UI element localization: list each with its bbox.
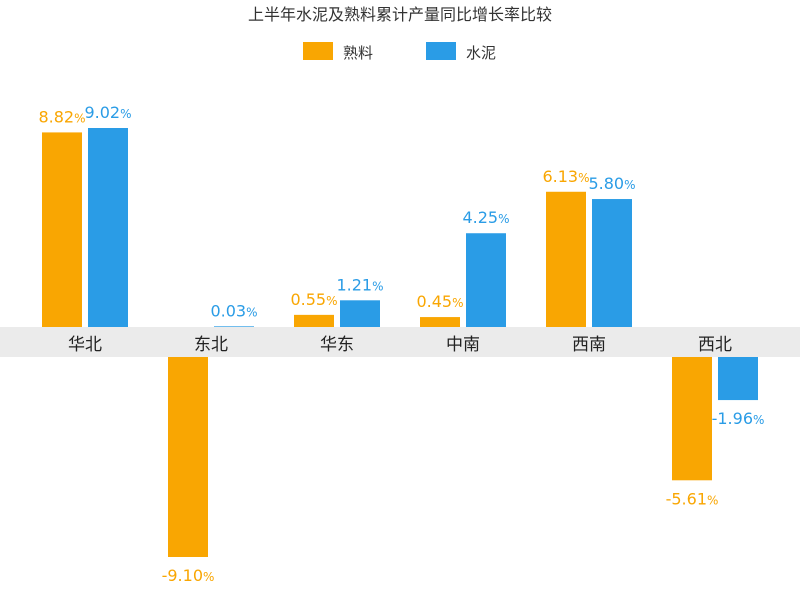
bar [88, 128, 128, 327]
bar [466, 233, 506, 327]
data-label: 9.02% [84, 103, 131, 122]
category-label: 东北 [194, 335, 228, 355]
bar [42, 132, 82, 327]
value-labels: 8.82%9.02% -9.10% 0.03% 0.55%1.21% 0.45% 4.25… [38, 103, 764, 585]
data-label: -1.96% [712, 409, 765, 428]
legend-label-1: 水泥 [466, 44, 496, 62]
data-label: -9.10% [162, 566, 215, 585]
data-label: 6.13% [542, 167, 589, 186]
category-label: 华北 [68, 335, 102, 355]
legend-swatch-1 [426, 42, 456, 60]
bar [168, 357, 208, 557]
data-label: 8.82% [38, 107, 85, 126]
bar [546, 191, 586, 327]
data-label: 4.25% [462, 208, 509, 227]
legend-label-0: 熟料 [343, 44, 373, 62]
bar [718, 357, 758, 401]
legend: 熟料 水泥 [303, 42, 496, 62]
bars [42, 128, 758, 557]
bar [592, 199, 632, 327]
bar [340, 300, 380, 327]
category-label: 中南 [446, 335, 480, 355]
category-labels: 华北 东北 华东 中南 西南 西北 [68, 335, 732, 355]
category-label: 华东 [320, 335, 354, 355]
chart-title: 上半年水泥及熟料累计产量同比增长率比较 [248, 5, 552, 24]
bar [294, 314, 334, 327]
data-label: 5.80% [588, 174, 635, 193]
bar [214, 326, 254, 327]
category-axis-band [0, 327, 800, 357]
data-label: -5.61% [666, 489, 719, 508]
legend-swatch-0 [303, 42, 333, 60]
data-label: 0.03% [210, 301, 257, 320]
data-label: 0.45% [416, 292, 463, 311]
category-label: 西南 [572, 335, 606, 355]
bar [672, 357, 712, 481]
data-label: 0.55% [290, 290, 337, 309]
category-label: 西北 [698, 335, 732, 355]
data-label: 1.21% [336, 275, 383, 294]
bar [420, 317, 460, 327]
